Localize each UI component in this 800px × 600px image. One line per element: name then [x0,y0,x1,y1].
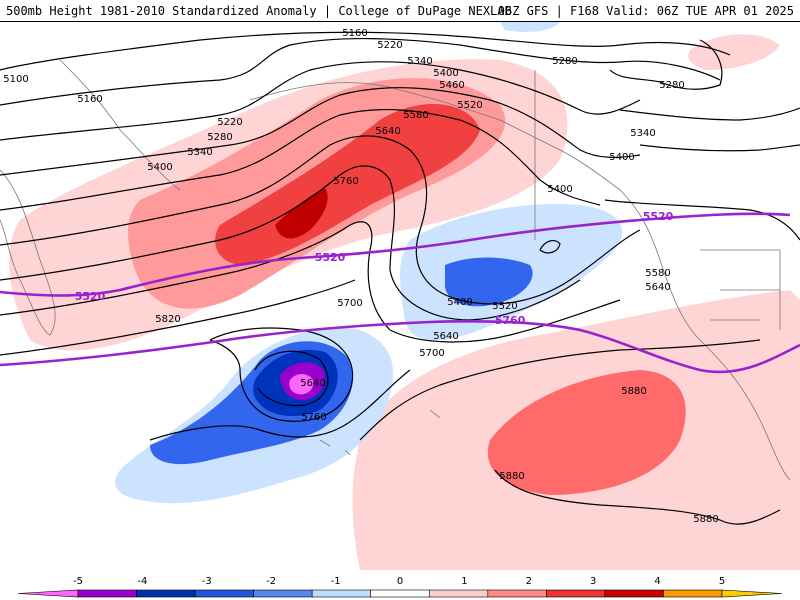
contour-label: 5640 [645,282,670,293]
colorbar-swatch [136,589,196,598]
highlight-label: 5760 [495,314,526,327]
contour-label: 5400 [609,152,634,163]
colorbar-tick-label: -1 [331,576,341,587]
contour-label: 5760 [301,412,326,423]
model-run-info: 06Z GFS | F168 Valid: 06Z TUE APR 01 202… [497,4,794,18]
contour-label-layer: 5100 5160 5160 5220 5220 5280 5280 5280 … [3,28,718,525]
highlight-label: 5520 [315,251,346,264]
contour-label: 5340 [187,147,212,158]
colorbar-swatches [17,589,783,598]
contour-label: 5520 [457,100,482,111]
contour-label: 5400 [447,297,472,308]
contour-label: 5580 [645,268,670,279]
colorbar-tick-label: 5 [719,576,725,587]
contour-label: 5820 [155,314,180,325]
coastlines [0,59,791,481]
colorbar-swatch [604,589,664,598]
colorbar-swatch [663,589,723,598]
contour-label: 5280 [659,80,684,91]
contour-label: 5880 [693,514,718,525]
contour-label: 5580 [403,110,428,121]
colorbar-swatch [546,589,606,598]
colorbar-swatch [721,589,783,598]
colorbar-swatch [311,589,372,598]
contour-label: 5160 [77,94,102,105]
colorbar-tick-labels: -5 -4 -3 -2 -1 0 1 2 3 4 5 [73,576,725,587]
colorbar-tick-label: 1 [461,576,467,587]
contour-label: 5400 [547,184,572,195]
colorbar-tick-label: 3 [590,576,596,587]
positive-anomaly-7 [688,34,780,70]
contour-label: 5340 [630,128,655,139]
contour-label: 5280 [207,132,232,143]
contour-label: 5520 [492,301,517,312]
contour-label: 5400 [433,68,458,79]
highlight-contours [0,212,800,374]
contour-label: 5400 [147,162,172,173]
negative-anomaly-5 [289,374,314,395]
colorbar-swatch [487,589,547,598]
contour-label: 5760 [333,176,358,187]
colorbar-tick-label: 2 [526,576,532,587]
colorbar-tick-label: -5 [73,576,83,587]
colorbar-swatch [428,589,489,598]
contour-label: 5880 [499,471,524,482]
contour-label: 5340 [407,56,432,67]
colorbar-tick-label: -3 [202,576,212,587]
negative-anomaly-7 [445,257,533,307]
contour-label: 5700 [419,348,444,359]
contour-label: 5880 [621,386,646,397]
colorbar-tick-label: 0 [397,576,403,587]
anomaly-shading [9,22,800,570]
height-contours [0,31,800,525]
highlight-label: 5520 [75,290,106,303]
colorbar-swatch [370,589,430,598]
negative-anomaly-8 [500,22,560,33]
colorbar-swatch [253,589,313,598]
contour-label: 5220 [217,117,242,128]
colorbar-tick-label: -4 [137,576,147,587]
highlight-label: 5520 [643,210,674,223]
contour-label: 5280 [552,56,577,67]
anomaly-map: 5100 5160 5160 5220 5220 5280 5280 5280 … [0,22,800,570]
map-title: 500mb Height 1981-2010 Standardized Anom… [6,4,512,18]
colorbar-tick-label: -2 [266,576,276,587]
contour-label: 5100 [3,74,28,85]
contour-label: 5700 [337,298,362,309]
contour-label: 5640 [375,126,400,137]
contour-label: 5460 [439,80,464,91]
contour-label: 5640 [433,331,458,342]
colorbar-tick-label: 4 [654,576,660,587]
colorbar-swatch [17,589,79,598]
map-header: 500mb Height 1981-2010 Standardized Anom… [0,0,800,22]
colorbar-swatch [77,589,137,598]
contour-label: 5160 [342,28,367,39]
colorbar-swatch [194,589,254,598]
highlight-label-layer: 5520 5520 5520 5760 [75,210,674,327]
contour-label: 5220 [377,40,402,51]
positive-anomaly-4 [275,188,328,239]
contour-label: 5640 [300,378,325,389]
positive-anomaly-6 [487,370,686,495]
anomaly-colorbar: -5 -4 -3 -2 -1 0 1 2 3 4 5 [17,576,783,598]
